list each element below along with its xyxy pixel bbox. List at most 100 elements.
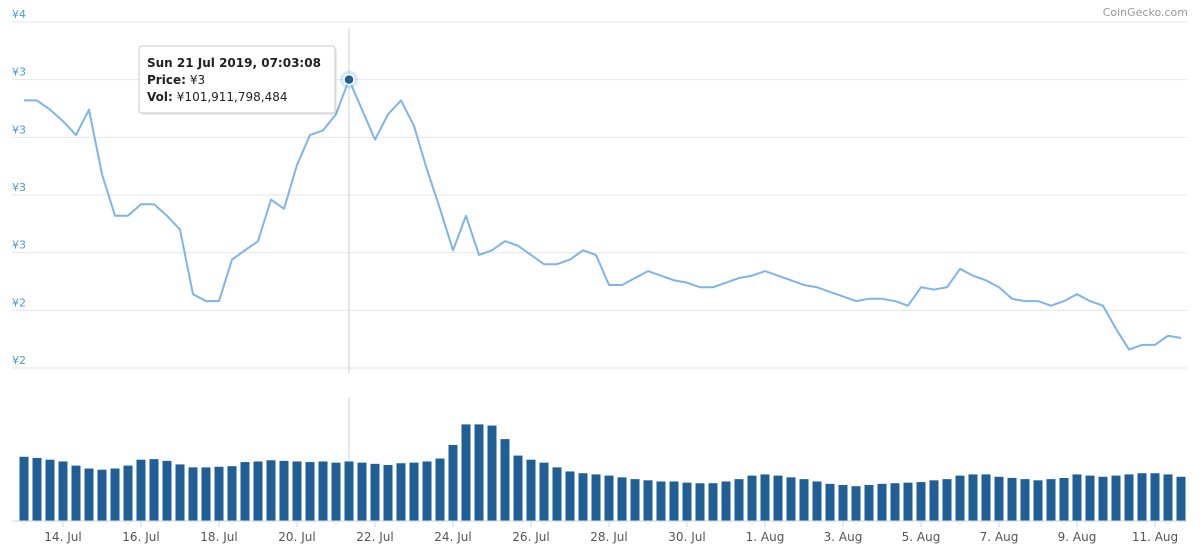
volume-bar <box>538 461 550 522</box>
volume-bar <box>551 466 563 522</box>
tooltip-price-label: Price: <box>147 73 186 87</box>
volume-bar <box>408 461 420 522</box>
volume-bar <box>135 458 147 522</box>
volume-bar <box>837 484 849 522</box>
volume-bar <box>525 458 537 522</box>
price-pane <box>24 78 1182 351</box>
x-tick-label: 30. Jul <box>668 530 705 544</box>
volume-bar <box>343 460 355 522</box>
volume-bar <box>213 465 225 522</box>
tooltip-box <box>138 45 336 114</box>
volume-bar <box>941 478 953 522</box>
volume-bar <box>811 480 823 522</box>
volume-bar <box>889 482 901 522</box>
volume-bar <box>226 465 238 522</box>
volume-bar <box>356 461 368 522</box>
volume-bar <box>486 424 498 522</box>
volume-bar <box>1084 474 1096 522</box>
volume-bar <box>1110 474 1122 522</box>
x-tick-label: 22. Jul <box>356 530 393 544</box>
volume-bar <box>863 484 875 522</box>
x-tick-label: 9. Aug <box>1058 530 1097 544</box>
volume-bar <box>174 463 186 522</box>
volume-bar <box>57 460 69 522</box>
x-axis: 14. Jul 16. Jul 18. Jul 20. Jul 22. Jul 24. J… <box>12 520 1187 544</box>
volume-bar <box>382 464 394 522</box>
volume-bar <box>772 474 784 522</box>
y-tick-label: ¥3 <box>12 123 26 136</box>
volume-bar <box>1071 473 1083 522</box>
volume-bar <box>1058 476 1070 522</box>
volume-bar <box>1123 473 1135 522</box>
volume-bar <box>564 470 576 522</box>
volume-bar <box>278 459 290 522</box>
volume-bar <box>967 473 979 522</box>
volume-bar <box>96 468 108 522</box>
volume-bar <box>993 475 1005 522</box>
volume-bar <box>122 464 134 522</box>
volume-bar <box>499 438 511 522</box>
tooltip-price-value: ¥3 <box>190 73 205 87</box>
volume-bar <box>902 481 914 522</box>
volume-bar <box>824 482 836 522</box>
volume-bar <box>668 480 680 522</box>
volume-bar <box>980 473 992 522</box>
volume-bar <box>1097 475 1109 522</box>
volume-bar <box>18 455 30 522</box>
x-tick-label: 26. Jul <box>512 530 549 544</box>
volume-bar <box>785 476 797 522</box>
volume-bar <box>252 460 264 522</box>
volume-bar <box>629 478 641 522</box>
volume-bar <box>798 478 810 522</box>
volume-bar <box>915 481 927 522</box>
volume-bar <box>733 478 745 522</box>
volume-bar <box>161 459 173 522</box>
y-tick-label: ¥2 <box>12 354 26 367</box>
x-tick-label: 28. Jul <box>590 530 627 544</box>
volume-pane <box>18 423 1187 522</box>
volume-bar <box>70 464 82 522</box>
volume-bar <box>148 458 160 522</box>
volume-bar <box>603 474 615 522</box>
volume-bar <box>317 460 329 522</box>
x-tick-label: 24. Jul <box>434 530 471 544</box>
volume-bar <box>876 482 888 522</box>
volume-bar <box>928 479 940 522</box>
tooltip-vol: Vol: ¥101,911,798,484 <box>147 90 288 104</box>
volume-bar <box>954 474 966 522</box>
tooltip-vol-label: Vol: <box>147 90 173 104</box>
x-tick-label: 16. Jul <box>122 530 159 544</box>
tooltip-price: Price: ¥3 <box>147 73 205 87</box>
volume-bar <box>759 473 771 522</box>
volume-bar <box>590 473 602 522</box>
volume-bar <box>421 460 433 522</box>
x-tick-label: 18. Jul <box>200 530 237 544</box>
credit: CoinGecko.com <box>1103 6 1188 19</box>
y-tick-label: ¥2 <box>12 296 26 309</box>
volume-bar <box>265 459 277 522</box>
volume-bar <box>460 423 472 522</box>
volume-bar <box>1032 479 1044 522</box>
volume-bar <box>616 476 628 522</box>
volume-bar <box>694 482 706 522</box>
volume-bar <box>1045 478 1057 522</box>
x-tick-label: 3. Aug <box>824 530 863 544</box>
volume-bar <box>473 423 485 522</box>
volume-bar <box>447 443 459 522</box>
x-tick-label: 1. Aug <box>746 530 785 544</box>
volume-bar <box>512 454 524 522</box>
tooltip-date: Sun 21 Jul 2019, 07:03:08 <box>147 56 321 70</box>
tooltip: Sun 21 Jul 2019, 07:03:08 Price: ¥3 Vol: ¥10… <box>138 45 358 115</box>
grid: ¥4 ¥3 ¥3 ¥3 ¥3 ¥2 ¥2 <box>12 8 1187 521</box>
y-tick-label: ¥3 <box>12 66 26 79</box>
volume-bar <box>109 467 121 522</box>
volume-bar <box>1019 478 1031 522</box>
volume-bar <box>369 462 381 522</box>
y-tick-label: ¥4 <box>12 8 26 21</box>
volume-bar <box>304 461 316 522</box>
volume-bar <box>239 461 251 522</box>
volume-bar <box>83 467 95 522</box>
x-tick-label: 14. Jul <box>44 530 81 544</box>
volume-bar <box>642 479 654 522</box>
